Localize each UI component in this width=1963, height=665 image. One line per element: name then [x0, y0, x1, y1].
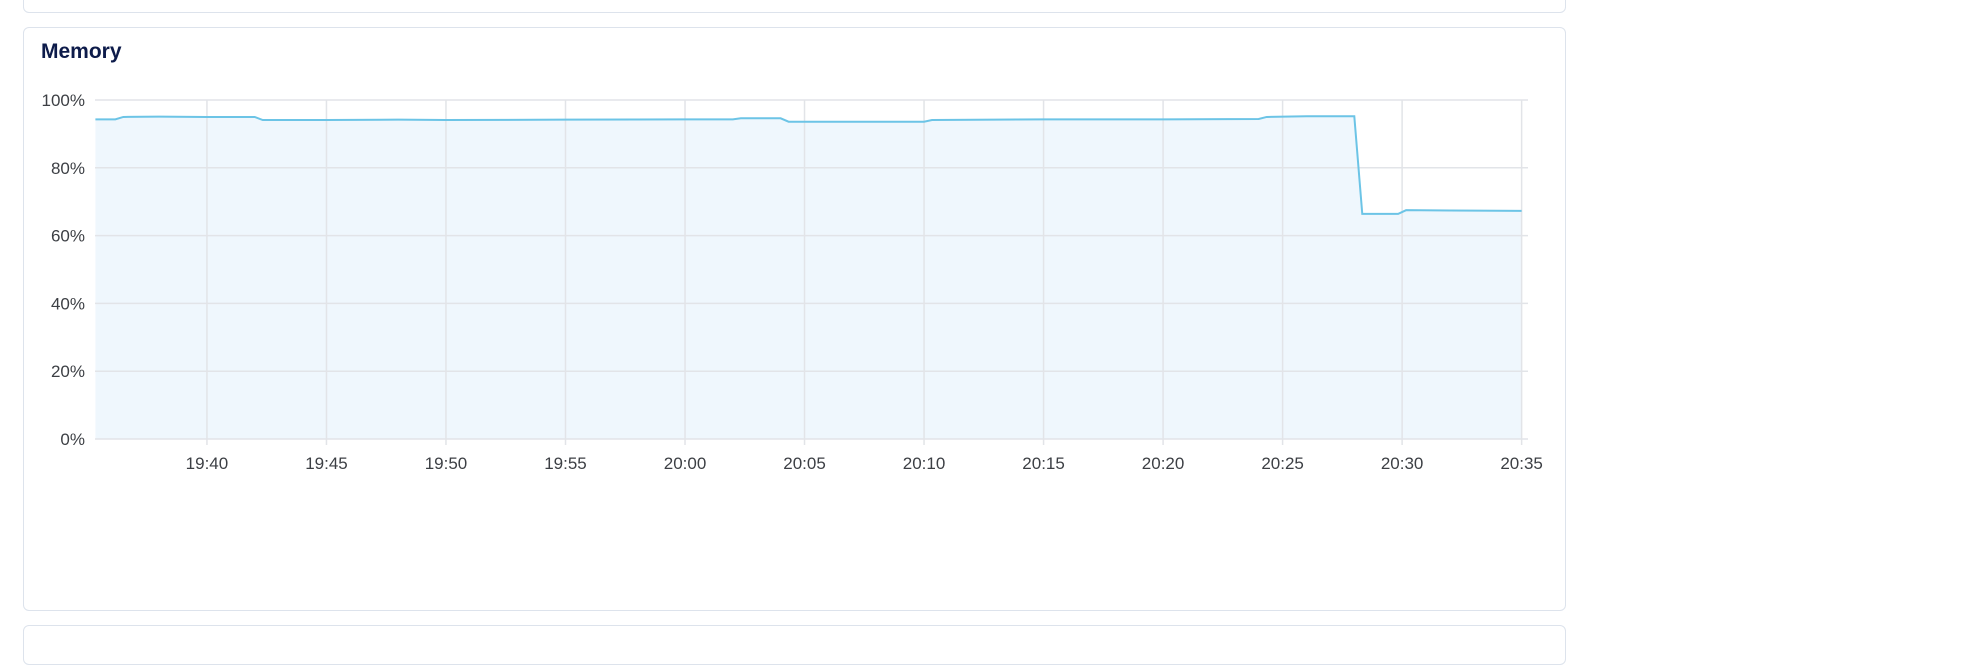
x-tick-label: 20:05 — [783, 454, 826, 473]
x-tick-label: 19:50 — [425, 454, 468, 473]
previous-panel — [23, 0, 1566, 13]
x-tick-label: 20:20 — [1142, 454, 1185, 473]
x-tick-label: 20:35 — [1500, 454, 1543, 473]
x-tick-label: 19:45 — [305, 454, 348, 473]
y-tick-label: 0% — [60, 430, 85, 449]
x-tick-label: 19:55 — [544, 454, 587, 473]
memory-series-line — [95, 115, 1522, 215]
y-tick-label: 20% — [51, 362, 85, 381]
y-tick-label: 40% — [51, 294, 85, 313]
panel-title: Memory — [41, 40, 122, 63]
area-fill — [95, 116, 1522, 439]
x-tick-label: 20:00 — [664, 454, 707, 473]
y-tick-label: 100% — [42, 91, 85, 110]
y-tick-label: 80% — [51, 159, 85, 178]
x-tick-label: 20:25 — [1261, 454, 1304, 473]
x-tick-label: 20:30 — [1381, 454, 1424, 473]
x-tick-label: 19:40 — [186, 454, 229, 473]
memory-chart: 0% 20% 40% 60% 80% 100% 19:40 19:45 19:50 19:55 20… — [42, 91, 1543, 473]
x-tick-label: 20:10 — [903, 454, 946, 473]
x-tick-label: 20:15 — [1022, 454, 1065, 473]
y-tick-label: 60% — [51, 227, 85, 246]
